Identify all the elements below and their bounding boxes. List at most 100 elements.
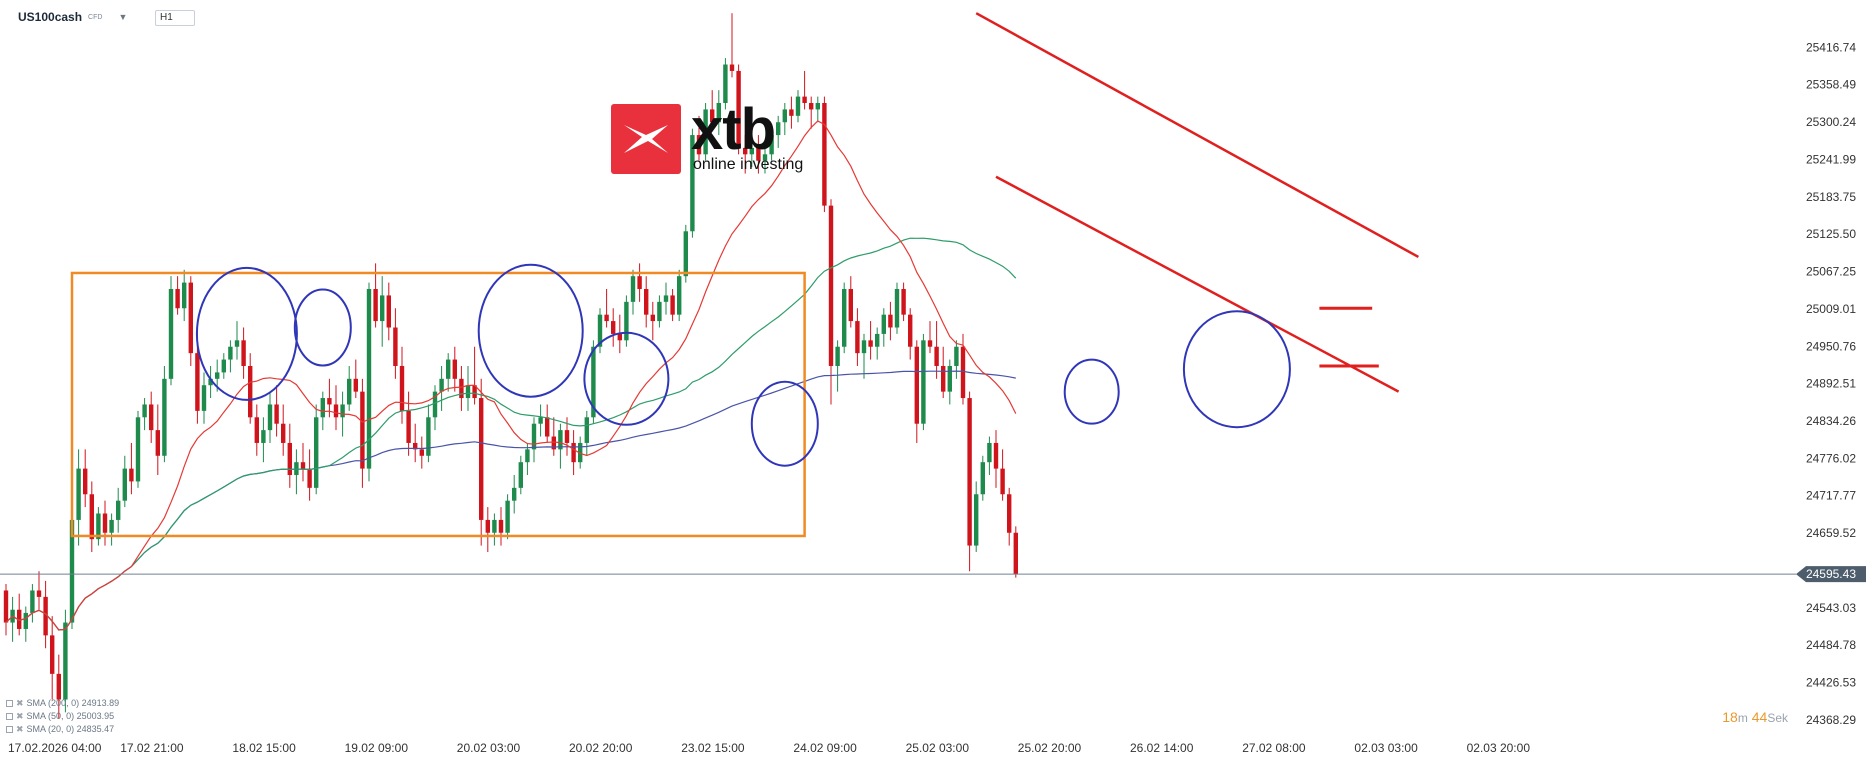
xtb-logo: xtb online investing <box>611 97 804 174</box>
timer-min-unit: m <box>1737 711 1748 725</box>
candle-body <box>3 590 9 623</box>
candle-body <box>868 340 873 347</box>
candle-body <box>492 519 497 533</box>
current-price-label: 24595.43 <box>1806 567 1856 581</box>
indicator-sma50[interactable]: ✖ SMA (50, 0) 25003.95 <box>6 710 119 723</box>
logo-tagline: online investing <box>693 156 804 173</box>
price-tick-label: 25009.01 <box>1806 302 1856 316</box>
candle-body <box>50 635 55 674</box>
indicator-settings-icon[interactable] <box>6 700 13 707</box>
time-axis: 17.02.2026 04:00 17.02 21:00 18.02 15:00 19… <box>8 741 1530 755</box>
candle-body <box>366 289 372 469</box>
price-tick-label: 24659.52 <box>1806 526 1856 540</box>
candle-body <box>188 282 193 354</box>
candle-body <box>835 346 840 366</box>
time-tick-label: 20.02 20:00 <box>569 741 633 755</box>
candle-body <box>545 417 550 437</box>
candle-body <box>109 519 114 533</box>
logo-word: xtb <box>691 97 776 162</box>
indicator-remove-close-icon[interactable]: ✖ <box>16 724 24 734</box>
highlight-circle <box>1063 358 1120 425</box>
indicator-remove-close-icon[interactable]: ✖ <box>16 698 24 708</box>
candle-body <box>954 346 959 366</box>
candle-body <box>281 423 286 443</box>
candle-body <box>182 282 187 309</box>
candle-body <box>802 96 807 104</box>
candle-body <box>690 135 695 232</box>
candle-body <box>267 404 273 431</box>
candle-body <box>927 340 933 347</box>
candle-body <box>380 295 385 322</box>
sma-lines <box>5 120 1017 631</box>
indicator-label: SMA (20, 0) 24835.47 <box>26 724 115 734</box>
candle-body <box>69 519 75 623</box>
candle-body <box>135 417 141 482</box>
candle-body <box>710 109 715 123</box>
candle-body <box>168 289 174 379</box>
candle-body <box>208 378 213 386</box>
price-tick-label: 24426.53 <box>1806 675 1856 689</box>
price-tick-label: 25300.24 <box>1806 115 1856 129</box>
candle-body <box>413 442 418 450</box>
candle-body <box>815 103 820 110</box>
candle-body <box>974 494 979 546</box>
indicator-sma20[interactable]: ✖ SMA (20, 0) 24835.47 <box>6 723 119 736</box>
candle-body <box>300 462 306 469</box>
candle-body <box>228 346 233 360</box>
price-tick-label: 24484.78 <box>1806 638 1856 652</box>
candle-body <box>644 289 649 315</box>
candle-body <box>406 410 411 443</box>
candle-body <box>558 430 563 450</box>
candle-body <box>353 378 358 392</box>
candle-body <box>789 109 794 116</box>
candle-body <box>960 346 966 399</box>
candle-countdown: 18m 44Sek <box>1722 709 1788 725</box>
candle-body <box>386 295 391 328</box>
candle-body <box>373 289 378 322</box>
candle-body <box>261 430 266 443</box>
indicator-settings-icon[interactable] <box>6 713 13 720</box>
candle-body <box>987 442 992 463</box>
sma50-line <box>5 237 1017 631</box>
symbol-dropdown-chevron-down-icon[interactable]: ▼ <box>118 12 128 22</box>
candle-body <box>822 103 827 206</box>
price-tick-label: 24717.77 <box>1806 489 1856 503</box>
candle-body <box>564 430 570 443</box>
time-tick-label: 17.02 21:00 <box>120 741 184 755</box>
candle-body <box>241 340 246 366</box>
candle-body <box>696 135 702 155</box>
indicator-settings-icon[interactable] <box>6 726 13 733</box>
candle-body <box>663 295 669 302</box>
candle-body <box>1013 532 1018 575</box>
candle-body <box>894 289 900 328</box>
candle-body <box>762 154 768 161</box>
indicator-sma200[interactable]: ✖ SMA (200, 0) 24913.89 <box>6 697 119 710</box>
time-tick-label: 02.03 20:00 <box>1467 741 1531 755</box>
candle-body <box>888 314 893 328</box>
candle-body <box>584 417 589 443</box>
candle-body <box>175 289 180 309</box>
price-tick-label: 24834.26 <box>1806 414 1856 428</box>
highlight-circle <box>195 266 298 401</box>
candle-body <box>452 359 457 379</box>
candle-body <box>597 314 603 347</box>
candle-body <box>254 417 259 443</box>
consolidation-box <box>70 271 806 538</box>
candle-body <box>914 346 919 424</box>
timer-sec-unit: Sek <box>1767 711 1788 725</box>
indicator-remove-close-icon[interactable]: ✖ <box>16 711 24 721</box>
candle-body <box>393 327 398 366</box>
candle-body <box>901 289 906 315</box>
candle-body <box>347 378 352 405</box>
candle-body <box>201 385 207 411</box>
candle-body <box>439 378 444 392</box>
price-tick-label: 24892.51 <box>1806 377 1856 391</box>
candle-body <box>287 442 292 476</box>
candle-body <box>446 359 451 379</box>
timeframe-select[interactable]: H1 <box>155 10 195 26</box>
candle-body <box>215 372 220 379</box>
candle-body <box>842 289 847 347</box>
candle-body <box>327 398 332 405</box>
candle-body <box>848 289 853 322</box>
